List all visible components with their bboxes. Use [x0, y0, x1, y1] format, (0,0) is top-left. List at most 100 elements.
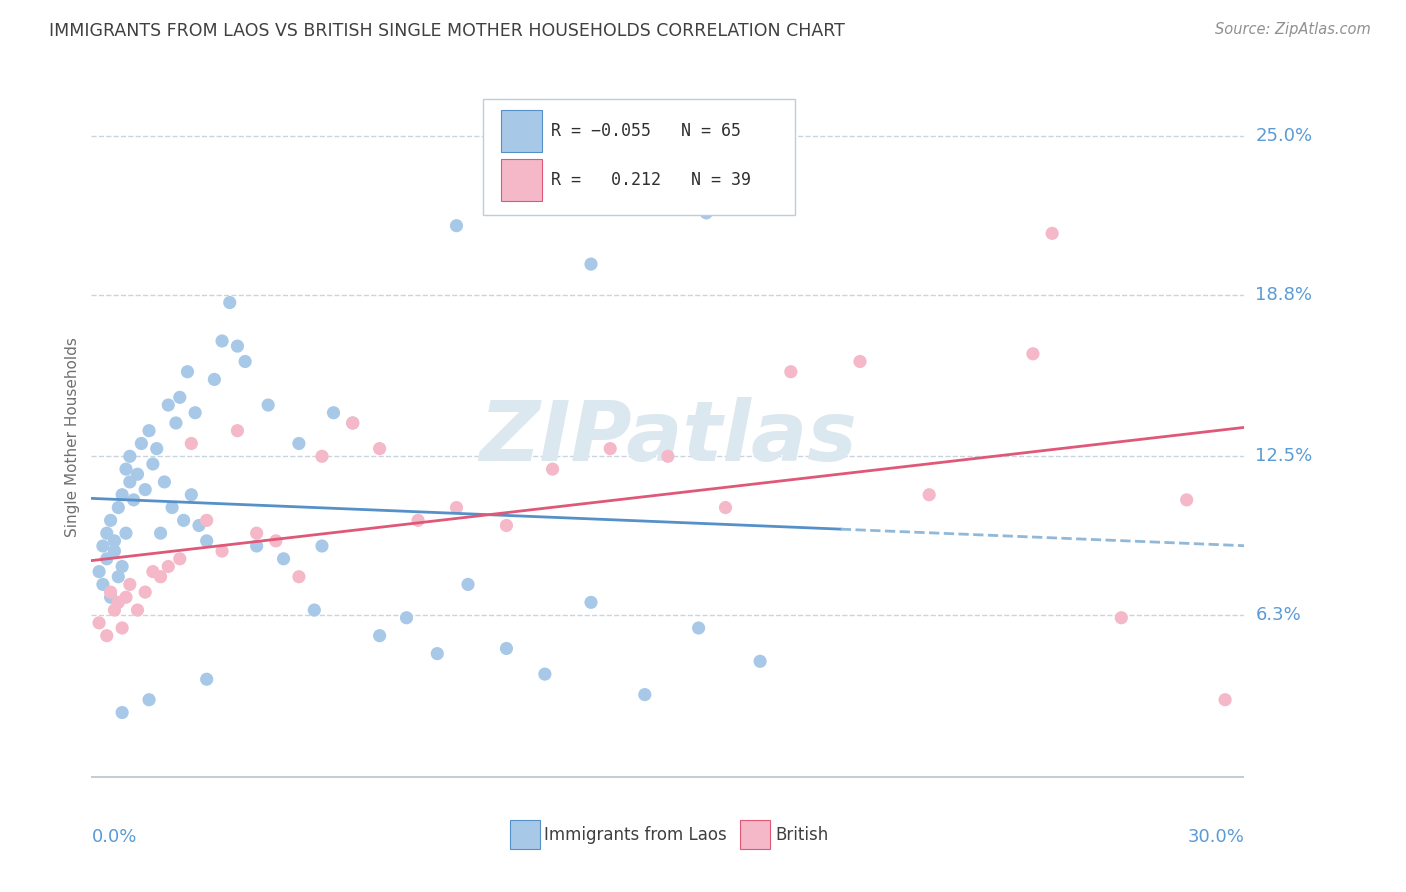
Point — [426, 647, 449, 661]
Point — [1111, 611, 1133, 625]
Point — [1022, 347, 1045, 361]
Point — [96, 526, 118, 541]
Point — [288, 570, 311, 584]
Point — [153, 475, 176, 489]
Point — [534, 667, 557, 681]
Point — [311, 539, 333, 553]
FancyBboxPatch shape — [501, 110, 543, 152]
Point — [180, 488, 202, 502]
Point — [264, 533, 287, 548]
Point — [211, 334, 233, 348]
Text: R =   0.212   N = 39: R = 0.212 N = 39 — [551, 171, 751, 189]
Point — [115, 462, 138, 476]
Point — [96, 629, 118, 643]
Point — [173, 513, 195, 527]
Text: British: British — [775, 826, 828, 844]
Point — [1040, 227, 1063, 241]
Point — [918, 488, 941, 502]
Point — [134, 585, 156, 599]
Point — [100, 585, 122, 599]
Point — [195, 672, 218, 686]
Point — [169, 390, 191, 404]
FancyBboxPatch shape — [501, 160, 543, 201]
Point — [495, 641, 517, 656]
Point — [107, 595, 129, 609]
Point — [127, 467, 149, 482]
Point — [495, 518, 517, 533]
Point — [446, 219, 468, 233]
Point — [599, 442, 621, 456]
Point — [368, 629, 391, 643]
FancyBboxPatch shape — [741, 820, 770, 849]
Point — [118, 577, 141, 591]
Point — [138, 692, 160, 706]
Point — [118, 475, 141, 489]
Text: 0.0%: 0.0% — [91, 829, 136, 847]
Point — [579, 595, 602, 609]
Point — [169, 551, 191, 566]
Point — [103, 544, 125, 558]
Point — [103, 603, 125, 617]
Point — [134, 483, 156, 497]
Point — [849, 354, 872, 368]
Point — [695, 206, 717, 220]
Point — [149, 570, 172, 584]
Point — [211, 544, 233, 558]
Point — [688, 621, 710, 635]
Text: 30.0%: 30.0% — [1188, 829, 1244, 847]
Text: 6.3%: 6.3% — [1256, 607, 1301, 624]
Point — [165, 416, 187, 430]
Point — [127, 603, 149, 617]
Point — [118, 450, 141, 464]
Point — [100, 591, 122, 605]
Point — [180, 436, 202, 450]
Point — [288, 436, 311, 450]
Point — [122, 492, 145, 507]
Point — [111, 488, 134, 502]
Point — [87, 615, 110, 630]
Point — [322, 406, 344, 420]
Point — [218, 295, 240, 310]
Point — [115, 526, 138, 541]
Text: ZIPatlas: ZIPatlas — [479, 397, 856, 477]
Point — [157, 559, 180, 574]
Point — [131, 436, 153, 450]
Text: 12.5%: 12.5% — [1256, 447, 1313, 466]
FancyBboxPatch shape — [484, 99, 794, 215]
Point — [142, 565, 165, 579]
Text: Immigrants from Laos: Immigrants from Laos — [544, 826, 727, 844]
Point — [149, 526, 172, 541]
Point — [657, 450, 679, 464]
Point — [226, 339, 249, 353]
Point — [107, 500, 129, 515]
Point — [311, 450, 333, 464]
Point — [160, 500, 183, 515]
Point — [195, 513, 218, 527]
Point — [96, 551, 118, 566]
Text: 25.0%: 25.0% — [1256, 127, 1313, 145]
Text: R = −0.055   N = 65: R = −0.055 N = 65 — [551, 121, 741, 139]
Point — [91, 539, 114, 553]
Point — [111, 621, 134, 635]
Point — [541, 462, 564, 476]
Point — [779, 365, 801, 379]
Point — [714, 500, 737, 515]
Point — [246, 526, 269, 541]
Point — [195, 533, 218, 548]
Point — [107, 570, 129, 584]
Point — [1213, 692, 1236, 706]
Point — [226, 424, 249, 438]
Text: 18.8%: 18.8% — [1256, 285, 1312, 304]
FancyBboxPatch shape — [510, 820, 540, 849]
Point — [257, 398, 280, 412]
Point — [142, 457, 165, 471]
Point — [1175, 492, 1198, 507]
Point — [304, 603, 326, 617]
Point — [111, 559, 134, 574]
Point — [115, 591, 138, 605]
Point — [233, 354, 256, 368]
Point — [202, 372, 225, 386]
Point — [138, 424, 160, 438]
Point — [342, 416, 364, 430]
Point — [145, 442, 167, 456]
